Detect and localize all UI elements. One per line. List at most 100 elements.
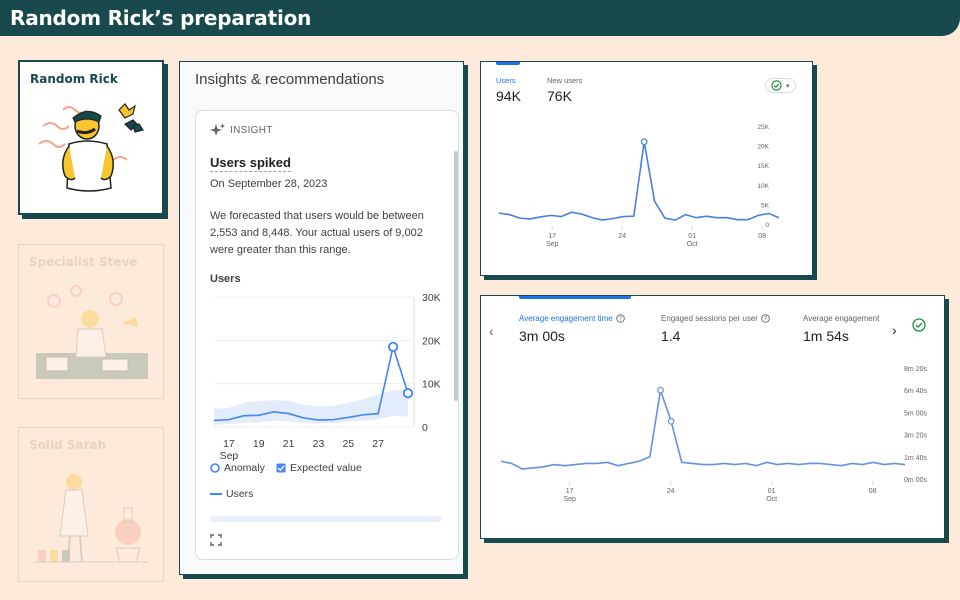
x-tick-sub-label: Oct	[766, 496, 777, 503]
insight-tag: INSIGHT	[230, 125, 273, 136]
sparkle-icon	[210, 123, 225, 136]
y-tick-label: 0	[422, 422, 428, 434]
metric-users[interactable]: Users 94K	[496, 76, 521, 104]
series-line	[498, 141, 780, 221]
y-tick-label: 10K	[422, 379, 441, 391]
legend-anomaly-label: Anomaly	[224, 462, 265, 474]
insight-heading[interactable]: Users spiked	[210, 155, 291, 172]
insights-panel: Insights & recommendations INSIGHT Users…	[179, 61, 464, 575]
page-header: Random Rick’s preparation	[0, 0, 960, 36]
y-tick-label: 10K	[757, 183, 769, 190]
x-tick-label: 21	[283, 438, 295, 450]
checkbox-icon	[276, 463, 286, 473]
legend-expected-label: Expected value	[290, 462, 362, 474]
persona-card-solid-sarah[interactable]: Solid Sarah	[18, 427, 164, 582]
x-tick-label: 19	[253, 438, 265, 450]
specialist-steve-illustration-icon	[36, 285, 148, 379]
anomaly-circle-icon	[210, 463, 220, 473]
anomaly-point	[657, 386, 664, 394]
compare-dropdown[interactable]: ▾	[765, 78, 796, 93]
y-tick-label: 5K	[761, 202, 770, 209]
x-tick-sub-label: Sep	[546, 241, 559, 248]
persona-card-random-rick[interactable]: Random Rick	[18, 60, 164, 215]
metric-value: 1m 54s	[803, 328, 849, 344]
persona-name: Solid Sarah	[29, 438, 107, 452]
engagement-card: ‹ Average engagement time ? 3m 00s Engag…	[480, 295, 945, 539]
x-tick-label: 27	[372, 438, 384, 450]
random-rick-illustration-icon	[38, 103, 144, 192]
x-tick-label: 01	[688, 233, 696, 240]
active-tab-indicator	[496, 62, 520, 65]
y-tick-label: 8m 20s	[904, 366, 927, 373]
help-icon[interactable]: ?	[761, 314, 770, 323]
previous-arrow-icon[interactable]: ‹	[489, 323, 494, 339]
users-overview-card: Users 94K New users 76K ▾ 25K 20K 15K 10K 5K…	[480, 61, 813, 276]
metric-label: New users	[547, 76, 583, 85]
x-tick-label: 25	[342, 438, 354, 450]
page-title: Random Rick’s preparation	[10, 6, 312, 30]
y-tick-label: 30K	[422, 292, 441, 304]
metric-avg-engagement[interactable]: Average engagement 1m 54s	[803, 314, 879, 344]
y-tick-label: 3m 20s	[904, 433, 927, 440]
metric-value: 94K	[496, 88, 521, 104]
metric-label: Engaged sessions per user	[661, 314, 758, 323]
insight-description: We forecasted that users would be betwee…	[210, 210, 424, 256]
anomaly-point	[402, 388, 414, 399]
insight-card[interactable]: INSIGHT Users spiked On September 28, 20…	[195, 110, 459, 560]
x-tick-label: 17	[566, 488, 574, 495]
x-tick-label: 08	[869, 488, 877, 495]
series-line	[500, 389, 906, 470]
legend-expected[interactable]: Expected value	[276, 462, 362, 474]
solid-sarah-illustration-icon	[34, 474, 148, 563]
insight-users-chart: 30K 20K 10K 0 17 19 21 23 25 27 Sep	[213, 292, 441, 461]
y-tick-label: 1m 40s	[904, 455, 927, 462]
y-tick-label: 15K	[757, 163, 769, 170]
caret-down-icon: ▾	[786, 82, 790, 90]
x-tick-label: 01	[768, 488, 776, 495]
x-sub-label: Sep	[220, 450, 239, 461]
y-tick-label: 6m 40s	[904, 388, 927, 395]
metric-value: 3m 00s	[519, 328, 565, 344]
metric-new-users[interactable]: New users 76K	[547, 76, 582, 104]
x-tick-sub-label: Sep	[563, 496, 576, 503]
y-tick-label: 0	[765, 222, 769, 229]
x-tick-label: 17	[548, 233, 556, 240]
x-tick-label: 17	[223, 438, 235, 450]
metric-engaged-sessions[interactable]: Engaged sessions per user ? 1.4	[661, 314, 770, 344]
legend-anomaly: Anomaly	[210, 462, 265, 474]
persona-card-specialist-steve[interactable]: Specialist Steve	[18, 244, 164, 399]
line-swatch-icon	[210, 493, 222, 495]
metric-label: Average engagement	[803, 314, 880, 323]
users-series-line	[213, 343, 409, 422]
metric-value: 76K	[547, 88, 572, 104]
y-tick-label: 0m 00s	[904, 477, 927, 484]
insight-date: On September 28, 2023	[210, 178, 328, 190]
y-tick-label: 20K	[422, 335, 441, 347]
anomaly-point	[387, 341, 399, 352]
x-tick-label: 24	[618, 233, 626, 240]
help-icon[interactable]: ?	[615, 314, 625, 323]
check-circle-icon	[771, 80, 782, 91]
metric-label: Average engagement time	[519, 314, 613, 323]
insight-chart-title: Users	[210, 273, 241, 285]
x-tick-sub-label: Oct	[687, 241, 698, 248]
persona-name: Specialist Steve	[29, 255, 138, 269]
metric-avg-engagement-time[interactable]: Average engagement time ? 3m 00s	[519, 314, 625, 344]
anomaly-point	[640, 138, 648, 146]
anomaly-point	[667, 417, 675, 425]
x-tick-label: 24	[667, 488, 675, 495]
persona-name: Random Rick	[30, 72, 118, 86]
y-tick-label: 25K	[757, 124, 769, 131]
insight-scrollbar[interactable]	[454, 151, 458, 401]
legend-users-label: Users	[226, 488, 254, 500]
x-tick-label: 08	[758, 233, 766, 240]
x-tick-label: 23	[313, 438, 325, 450]
insights-title: Insights & recommendations	[195, 71, 385, 88]
expand-icon[interactable]	[210, 534, 222, 546]
metric-label: Users	[496, 76, 516, 85]
check-circle-icon[interactable]	[912, 318, 926, 332]
next-arrow-icon[interactable]: ›	[892, 322, 897, 338]
legend-users: Users	[210, 488, 253, 500]
engagement-line-chart: 8m 20s 6m 40s 5m 00s 3m 20s 1m 40s 0m 00s 17Se…	[500, 366, 927, 503]
